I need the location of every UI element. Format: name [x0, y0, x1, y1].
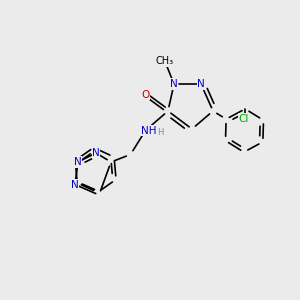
Text: N: N	[74, 157, 82, 167]
Text: N: N	[197, 79, 205, 89]
Text: O: O	[141, 89, 150, 100]
Text: H: H	[157, 128, 164, 137]
Text: N: N	[71, 179, 79, 190]
Text: N: N	[170, 79, 178, 89]
Text: Cl: Cl	[238, 113, 249, 124]
Text: N: N	[92, 148, 100, 158]
Text: NH: NH	[141, 125, 157, 136]
Text: CH₃: CH₃	[156, 56, 174, 67]
